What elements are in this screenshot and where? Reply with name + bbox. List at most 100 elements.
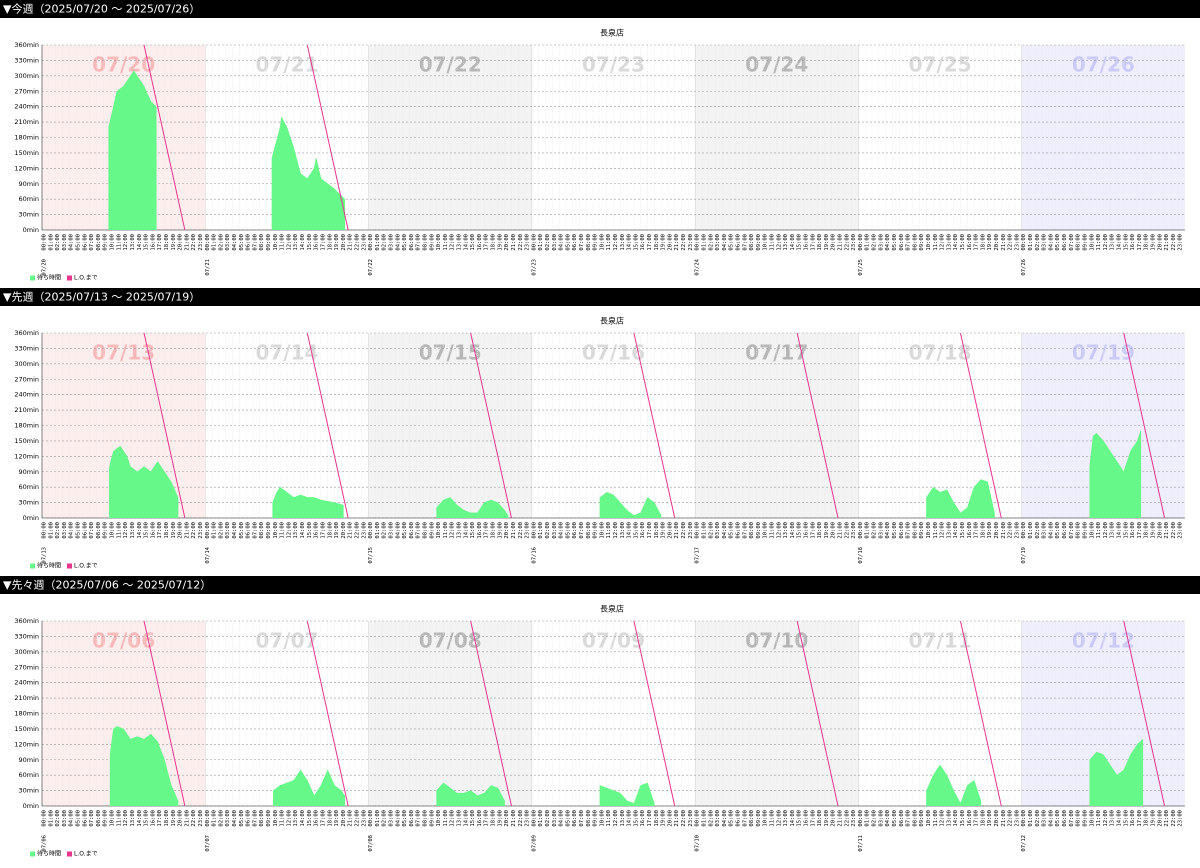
x-tick-label: 21:00 [511, 810, 517, 827]
x-tick-label: 08:00 [586, 234, 592, 251]
x-tick-label: 15:00 [144, 234, 150, 251]
x-tick-label: 04:00 [395, 810, 401, 827]
y-tick-label: 270min [14, 87, 39, 95]
x-tick-label: 11:00 [443, 522, 449, 539]
x-tick-label: 09:00 [756, 522, 762, 539]
x-tick-label: 11:00 [1096, 810, 1102, 827]
x-tick-label: 04:00 [395, 522, 401, 539]
day-band-label: 07/26 [1072, 53, 1135, 77]
x-tick-label: 08:00 [423, 234, 429, 251]
x-tick-label: 02:00 [872, 810, 878, 827]
x-tick-label: 14:00 [790, 810, 796, 827]
x-tick-label: 17:00 [484, 810, 490, 827]
x-tick-label: 22:00 [844, 234, 850, 251]
x-tick-label: 09:00 [266, 810, 272, 827]
x-tick-label: 03:00 [878, 234, 884, 251]
x-tick-label: 01:00 [538, 234, 544, 251]
x-tick-label: 06:00 [1062, 810, 1068, 827]
x-tick-label: 07:00 [252, 522, 258, 539]
x-tick-label: 17:00 [647, 522, 653, 539]
x-tick-label: 07:00 [742, 810, 748, 827]
x-tick-label: 12:00 [286, 234, 292, 251]
x-tick-label: 15:00 [633, 234, 639, 251]
x-tick-label: 19:00 [497, 234, 503, 251]
x-tick-label: 16:00 [150, 234, 156, 251]
x-tick-label: 19:00 [824, 234, 830, 251]
x-tick-label: 19:00 [824, 522, 830, 539]
x-tick-label: 03:00 [388, 522, 394, 539]
x-tick-label: 21:00 [348, 522, 354, 539]
x-tick-label: 23:00 [851, 234, 857, 251]
x-tick-label: 09:00 [919, 522, 925, 539]
x-tick-label: 04:00 [232, 810, 238, 827]
x-tick-label: 16:00 [1130, 522, 1136, 539]
x-tick-label: 19:00 [171, 234, 177, 251]
day-band-label: 07/09 [582, 629, 645, 653]
legend-label: L.O.まで [74, 275, 98, 282]
section-heading: ▼先々週（2025/07/06 〜 2025/07/12） [3, 579, 211, 592]
x-tick-label: 11:00 [443, 234, 449, 251]
x-tick-label: 08:00 [96, 522, 102, 539]
x-tick-label: 02:00 [545, 810, 551, 827]
x-tick-label: 19:00 [987, 522, 993, 539]
x-tick-label: 19:00 [171, 810, 177, 827]
section-header [0, 288, 1200, 306]
x-tick-label: 22:00 [518, 234, 524, 251]
x-tick-label: 15:00 [960, 522, 966, 539]
legend-label: 待ち時間 [37, 562, 61, 570]
x-tick-label: 20:00 [504, 810, 510, 827]
x-tick-label: 04:00 [559, 810, 565, 827]
x-tick-label: 20:00 [1157, 810, 1163, 827]
x-tick-label: 15:00 [797, 810, 803, 827]
x-tick-label: 16:00 [804, 810, 810, 827]
x-date-label: 07/26 [1021, 259, 1027, 276]
x-tick-label: 06:00 [246, 234, 252, 251]
x-tick-label: 10:00 [599, 234, 605, 251]
x-tick-label: 11:00 [280, 522, 286, 539]
y-tick-label: 120min [14, 164, 39, 172]
x-tick-label: 10:00 [110, 522, 116, 539]
x-tick-label: 00:00 [42, 810, 48, 827]
x-tick-label: 01:00 [1028, 522, 1034, 539]
day-band-label: 07/12 [1072, 629, 1135, 653]
y-tick-label: 150min [14, 149, 39, 157]
x-tick-label: 21:00 [184, 810, 190, 827]
y-tick-label: 240min [14, 391, 39, 399]
x-tick-label: 20:00 [831, 810, 837, 827]
x-tick-label: 05:00 [892, 522, 898, 539]
x-tick-label: 00:00 [1021, 810, 1027, 827]
x-tick-label: 08:00 [912, 810, 918, 827]
x-tick-label: 07:00 [906, 810, 912, 827]
x-tick-label: 17:00 [647, 234, 653, 251]
x-tick-label: 21:00 [838, 810, 844, 827]
x-tick-label: 19:00 [497, 522, 503, 539]
x-tick-label: 22:00 [1171, 810, 1177, 827]
x-tick-label: 15:00 [1123, 810, 1129, 827]
x-tick-label: 05:00 [892, 234, 898, 251]
x-tick-label: 10:00 [599, 810, 605, 827]
x-tick-label: 10:00 [1089, 522, 1095, 539]
x-tick-label: 10:00 [436, 234, 442, 251]
chart-title: 長泉店 [600, 316, 624, 326]
y-tick-label: 0min [23, 802, 39, 810]
x-tick-label: 14:00 [953, 234, 959, 251]
x-tick-label: 04:00 [559, 522, 565, 539]
x-tick-label: 10:00 [926, 810, 932, 827]
x-tick-label: 00:00 [858, 522, 864, 539]
x-tick-label: 18:00 [164, 522, 170, 539]
x-tick-label: 20:00 [178, 810, 184, 827]
x-tick-label: 17:00 [320, 522, 326, 539]
day-band-label: 07/16 [582, 341, 645, 365]
x-tick-label: 05:00 [239, 810, 245, 827]
x-tick-label: 18:00 [654, 234, 660, 251]
x-tick-label: 09:00 [266, 234, 272, 251]
x-date-label: 07/20 [42, 259, 48, 276]
day-band-label: 07/22 [419, 53, 482, 77]
chart-title: 長泉店 [600, 604, 624, 614]
x-tick-label: 14:00 [300, 810, 306, 827]
x-tick-label: 15:00 [960, 234, 966, 251]
x-tick-label: 11:00 [769, 522, 775, 539]
x-tick-label: 07:00 [416, 810, 422, 827]
chart-title: 長泉店 [600, 28, 624, 38]
x-tick-label: 13:00 [130, 810, 136, 827]
